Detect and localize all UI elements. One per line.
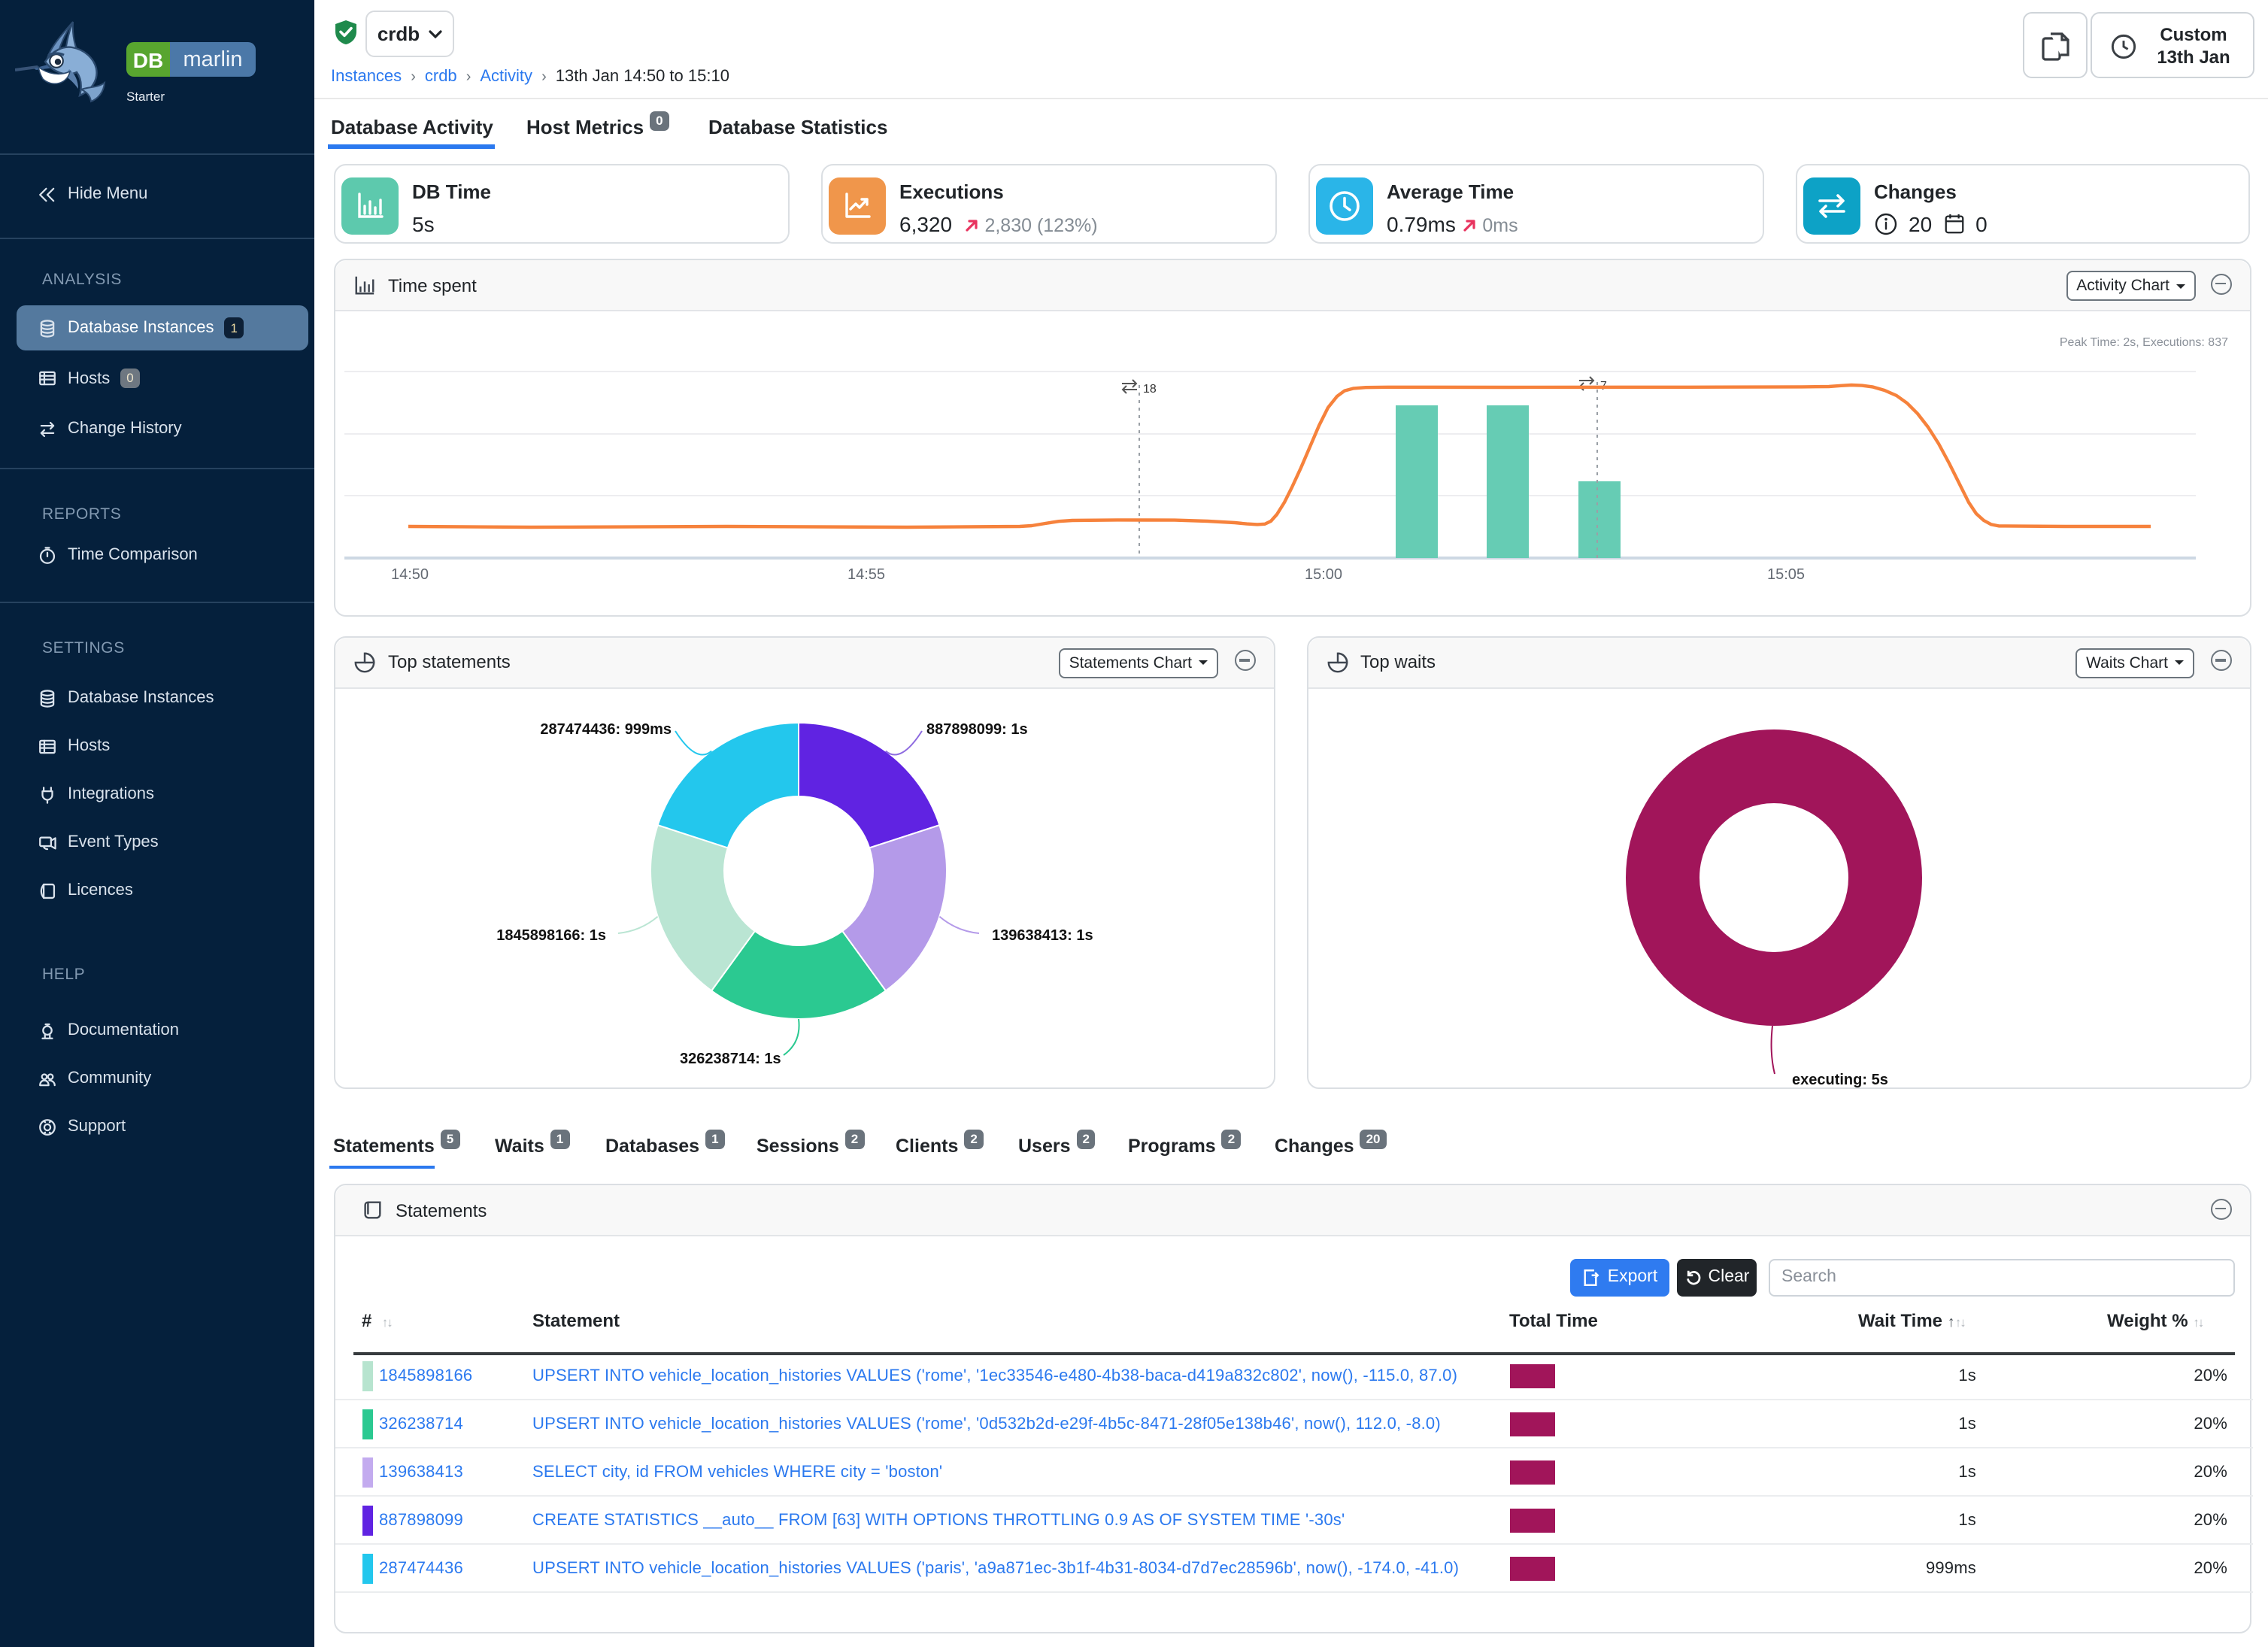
svg-text:14:50: 14:50: [391, 566, 429, 583]
svg-text:18: 18: [1143, 383, 1157, 396]
svg-text:287474436: 999ms: 287474436: 999ms: [540, 720, 672, 737]
svg-text:15:05: 15:05: [1767, 566, 1805, 583]
svg-text:executing: 5s: executing: 5s: [1791, 1071, 1887, 1087]
svg-text:15:00: 15:00: [1305, 566, 1342, 583]
svg-text:887898099: 1s: 887898099: 1s: [926, 720, 1028, 737]
svg-text:14:55: 14:55: [847, 566, 885, 583]
svg-text:1845898166: 1s: 1845898166: 1s: [496, 927, 606, 943]
svg-text:326238714: 1s: 326238714: 1s: [680, 1050, 781, 1066]
svg-text:139638413: 1s: 139638413: 1s: [992, 927, 1093, 943]
